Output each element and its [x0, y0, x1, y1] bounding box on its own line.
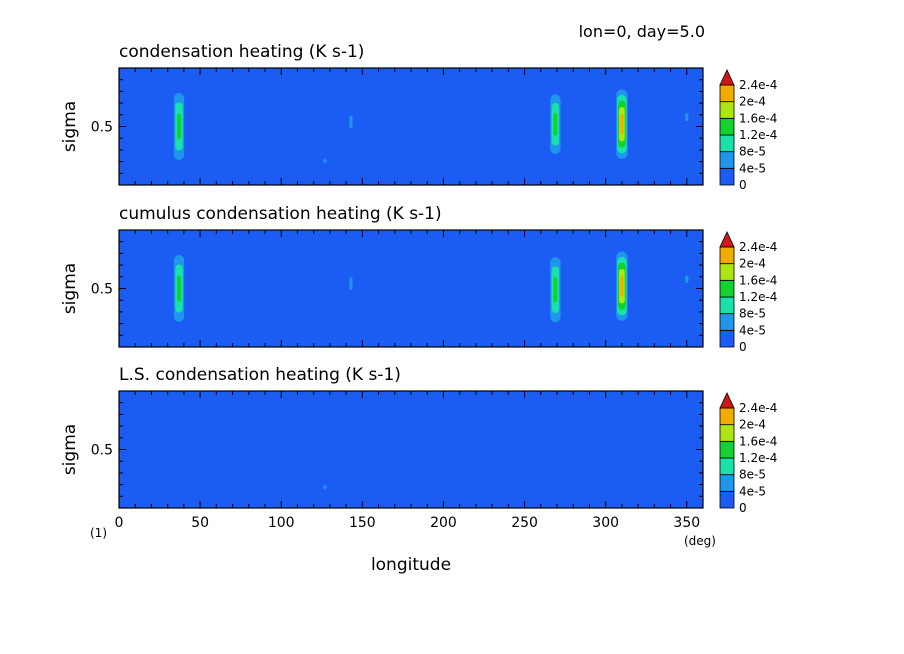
colorbar-label: 4e-5 [739, 161, 766, 175]
colorbar-box [719, 84, 735, 103]
field-background [119, 391, 703, 508]
contour-level-1 [349, 115, 353, 129]
colorbar-box [719, 329, 735, 348]
panel-title: condensation heating (K s-1) [119, 42, 364, 62]
y-tick-label: 0.5 [91, 443, 113, 459]
colorbar-box [719, 424, 735, 442]
y-tick-label: 0.5 [91, 120, 113, 136]
y-axis-title: sigma [60, 424, 80, 475]
x-tick-label: 100 [268, 515, 295, 531]
contour-features [323, 484, 327, 489]
x-tick-label: 50 [191, 515, 209, 531]
colorbar-box [719, 167, 735, 186]
colorbar-label: 8e-5 [739, 468, 766, 482]
colorbar-box [719, 134, 735, 153]
colorbar-box [719, 407, 735, 426]
field-background [119, 230, 703, 347]
contour-level-3 [553, 277, 558, 303]
contour-level-5 [620, 114, 624, 135]
colorbar-box [719, 246, 735, 265]
x-tick-label: 200 [430, 515, 457, 531]
colorbar-box [719, 474, 735, 492]
x-tick-label: 350 [673, 515, 700, 531]
panel-title: L.S. condensation heating (K s-1) [119, 365, 401, 385]
colorbar-box [719, 279, 735, 298]
x-tick-label: 300 [592, 515, 619, 531]
field-background [119, 68, 703, 185]
colorbar-box [719, 101, 735, 119]
contour-features [173, 251, 689, 323]
colorbar-arrow [719, 69, 735, 86]
contour-level-1 [323, 484, 327, 489]
colorbar-label: 0 [739, 340, 747, 354]
contour-level-1 [323, 159, 327, 164]
colorbar-label: 2e-4 [739, 418, 766, 432]
colorbar-label: 2.4e-4 [739, 401, 777, 415]
y-axis-title: sigma [60, 101, 80, 152]
colorbar-box [719, 151, 735, 169]
contour-level-3 [177, 113, 182, 140]
colorbar-label: 1.6e-4 [739, 111, 777, 125]
colorbar-label: 0 [739, 501, 747, 515]
y-axis-title: sigma [60, 263, 80, 314]
x-tick-label: 250 [511, 515, 538, 531]
contour-features [173, 89, 689, 164]
colorbar-label: 1.6e-4 [739, 434, 777, 448]
colorbar-label: 1.6e-4 [739, 273, 777, 287]
colorbar-label: 8e-5 [739, 307, 766, 321]
x-unit-label: (deg) [684, 534, 716, 548]
contour-level-3 [553, 112, 558, 136]
colorbar-arrow [719, 392, 735, 409]
y-tick-label: 0.5 [91, 282, 113, 298]
x-tick-label: 150 [349, 515, 376, 531]
footnote-label: (1) [90, 526, 107, 540]
colorbar-label: 1.2e-4 [739, 290, 777, 304]
colorbar-box [719, 440, 735, 459]
colorbar-label: 2.4e-4 [739, 78, 777, 92]
contour-level-3 [177, 275, 182, 302]
colorbar-label: 2e-4 [739, 257, 766, 271]
contour-level-1 [685, 275, 689, 283]
colorbar-box [719, 457, 735, 476]
colorbar-box [719, 117, 735, 136]
colorbar-label: 8e-5 [739, 145, 766, 159]
x-axis-title: longitude [371, 555, 451, 575]
colorbar-arrow [719, 231, 735, 248]
colorbar-label: 4e-5 [739, 484, 766, 498]
contour-level-5 [620, 276, 624, 297]
colorbar-label: 2e-4 [739, 95, 766, 109]
x-tick-label: 0 [115, 515, 124, 531]
colorbar-box [719, 263, 735, 281]
colorbar-box [719, 490, 735, 509]
contour-level-1 [685, 113, 689, 121]
colorbar-box [719, 296, 735, 315]
colorbar-label: 1.2e-4 [739, 451, 777, 465]
colorbar-label: 0 [739, 178, 747, 192]
header-label: lon=0, day=5.0 [579, 22, 705, 41]
colorbar-label: 2.4e-4 [739, 240, 777, 254]
colorbar-box [719, 313, 735, 331]
colorbar-label: 1.2e-4 [739, 128, 777, 142]
contour-level-1 [349, 277, 353, 291]
colorbar-label: 4e-5 [739, 323, 766, 337]
panel-title: cumulus condensation heating (K s-1) [119, 204, 442, 224]
